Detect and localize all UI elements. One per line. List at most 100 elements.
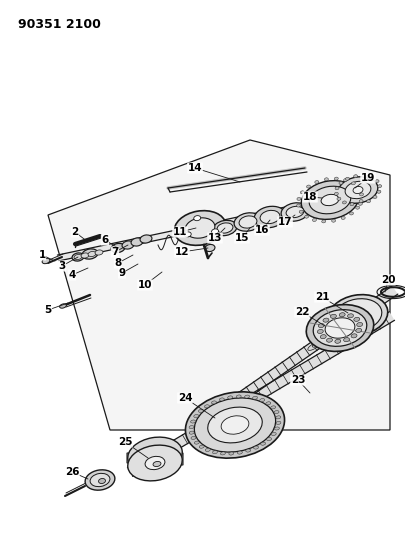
Ellipse shape [312,219,316,222]
Ellipse shape [184,232,191,237]
Ellipse shape [330,327,343,335]
Ellipse shape [354,317,360,321]
Ellipse shape [356,328,362,333]
Text: 5: 5 [45,305,51,315]
Ellipse shape [254,446,258,449]
Text: 4: 4 [68,270,76,280]
Ellipse shape [236,395,241,398]
Ellipse shape [286,206,304,217]
Text: 20: 20 [381,275,395,285]
Ellipse shape [74,254,82,260]
Ellipse shape [322,220,326,223]
Polygon shape [212,286,398,419]
Ellipse shape [373,196,377,199]
Ellipse shape [229,452,234,455]
Ellipse shape [191,420,196,423]
Ellipse shape [140,235,152,243]
Ellipse shape [213,220,237,236]
Ellipse shape [211,229,219,234]
Ellipse shape [354,175,358,177]
Ellipse shape [332,219,336,222]
Ellipse shape [221,416,249,434]
Ellipse shape [153,462,161,466]
Ellipse shape [335,192,338,195]
Text: 9: 9 [118,268,126,278]
Ellipse shape [205,245,215,252]
Ellipse shape [335,187,339,190]
Ellipse shape [299,210,303,213]
Ellipse shape [357,187,361,190]
Ellipse shape [72,253,84,261]
Ellipse shape [205,405,209,408]
Ellipse shape [377,190,381,193]
Ellipse shape [85,470,115,490]
Ellipse shape [357,322,362,327]
Ellipse shape [189,425,194,429]
Ellipse shape [82,249,98,259]
Text: 23: 23 [291,375,305,385]
Text: 22: 22 [295,307,309,317]
Ellipse shape [95,250,103,255]
Text: 1: 1 [38,250,46,260]
Polygon shape [128,312,394,477]
Ellipse shape [246,449,251,452]
Ellipse shape [307,185,311,188]
Polygon shape [58,205,296,261]
Ellipse shape [341,216,345,220]
Ellipse shape [312,339,325,347]
Text: 15: 15 [235,233,249,243]
Ellipse shape [260,399,265,402]
Ellipse shape [375,180,379,183]
Ellipse shape [323,318,329,322]
Ellipse shape [318,324,324,328]
Text: 19: 19 [361,173,375,183]
Ellipse shape [321,195,339,206]
Ellipse shape [271,432,276,435]
Polygon shape [127,453,183,465]
Ellipse shape [330,314,337,318]
Ellipse shape [276,422,281,424]
Ellipse shape [326,329,338,338]
Ellipse shape [308,342,320,350]
Ellipse shape [260,211,280,224]
Ellipse shape [345,177,350,180]
Ellipse shape [325,318,355,338]
Ellipse shape [88,252,96,256]
Ellipse shape [353,187,363,193]
Text: 12: 12 [175,247,189,257]
Ellipse shape [306,304,374,351]
Ellipse shape [351,334,357,338]
Ellipse shape [266,438,272,441]
Ellipse shape [185,218,215,238]
Ellipse shape [305,215,309,218]
Ellipse shape [378,184,382,188]
Ellipse shape [234,213,262,231]
Ellipse shape [217,223,233,233]
Ellipse shape [367,200,371,203]
Text: 10: 10 [138,280,152,290]
Ellipse shape [128,445,182,481]
Ellipse shape [276,416,281,419]
Ellipse shape [185,392,285,458]
Text: 11: 11 [173,227,187,237]
Ellipse shape [334,177,338,180]
Ellipse shape [237,451,242,454]
Ellipse shape [309,186,351,214]
Text: 24: 24 [178,393,192,403]
Ellipse shape [194,415,199,417]
Ellipse shape [145,456,165,470]
Ellipse shape [324,178,328,181]
Ellipse shape [213,450,217,454]
Ellipse shape [326,338,333,342]
Ellipse shape [228,396,232,399]
Ellipse shape [343,179,347,182]
Ellipse shape [194,441,199,444]
Ellipse shape [281,203,309,221]
Ellipse shape [211,401,216,404]
Ellipse shape [219,398,224,401]
Ellipse shape [261,442,266,445]
Ellipse shape [362,174,366,177]
Ellipse shape [352,182,355,185]
Ellipse shape [339,181,343,184]
Ellipse shape [81,253,89,258]
